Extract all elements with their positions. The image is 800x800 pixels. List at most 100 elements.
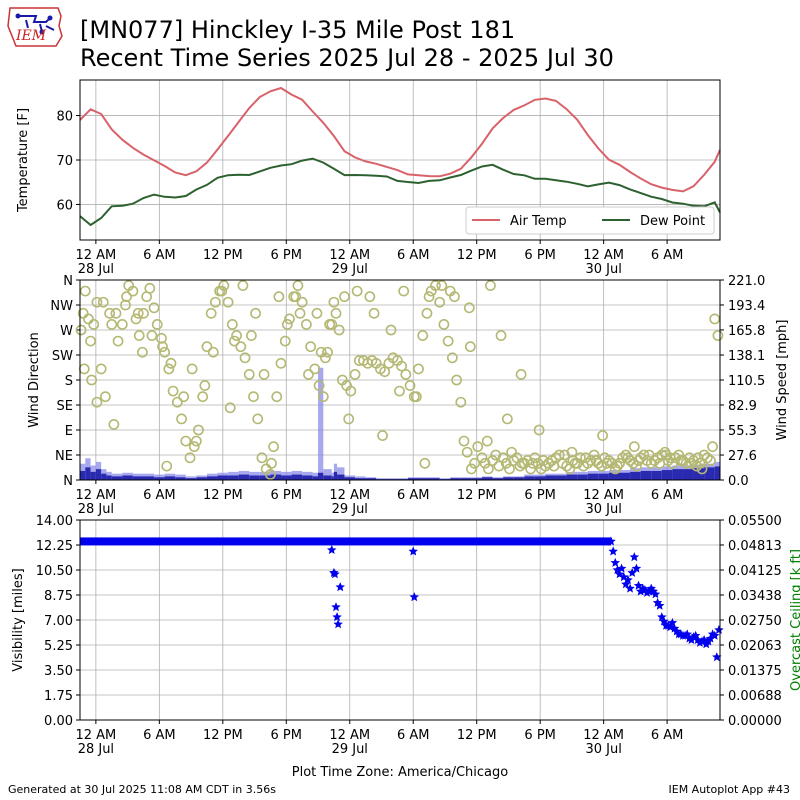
wind-direction-point: [446, 352, 458, 364]
wind-speed-bar: [640, 470, 652, 480]
wind-speed-bar: [460, 478, 472, 480]
wind-speed-bar: [365, 478, 377, 480]
wind-direction-point: [585, 455, 597, 466]
wind-direction-point: [707, 441, 718, 453]
wind-xtick-label: 30 Jul: [585, 502, 621, 517]
visibility-point: [629, 552, 640, 562]
wind-direction-point: [504, 463, 515, 475]
visibility-xtick-label: 28 Jul: [78, 742, 114, 757]
wind-direction-point: [99, 391, 111, 403]
visibility-point: [705, 633, 716, 643]
wind-speed-bar: [545, 475, 557, 480]
wind-direction-point: [188, 441, 200, 453]
temperature-xtick-label: 30 Jul: [585, 262, 621, 277]
wind-direction-point: [680, 457, 692, 469]
visibility-xtick-label: 29 Jul: [332, 742, 368, 757]
wind-direction-point: [245, 330, 257, 341]
visibility-point: [333, 619, 343, 629]
temperature-xtick-label: 12 PM: [457, 248, 497, 263]
wind-ytick-right-label: 110.5: [728, 374, 765, 389]
wind-direction-point: [455, 396, 467, 408]
wind-direction-point: [132, 307, 144, 319]
wind-direction-point: [284, 313, 295, 325]
wind-speed-bar: [318, 472, 324, 480]
wind-xtick-label: 29 Jul: [332, 502, 368, 517]
wind-direction-point: [207, 346, 219, 358]
temperature-xtick-label: 12 AM: [75, 248, 116, 263]
wind-ytick-label: N: [63, 274, 73, 289]
legend-label: Air Temp: [510, 214, 567, 229]
wind-direction-point: [569, 457, 581, 469]
wind-speed-bar: [101, 473, 107, 480]
visibility-point: [625, 583, 635, 593]
visibility-xlabel: Plot Time Zone: America/Chicago: [292, 765, 508, 780]
wind-direction-point: [580, 452, 592, 464]
iem-logo: IEM: [6, 6, 64, 50]
wind-direction-point: [482, 463, 494, 475]
wind-direction-point: [91, 396, 103, 408]
wind-direction-point: [709, 313, 721, 325]
wind-direction-point: [527, 457, 539, 469]
wind-direction-point: [351, 285, 363, 297]
wind-direction-point: [266, 457, 277, 469]
wind-ytick-right-label: 165.8: [728, 324, 765, 339]
wind-direction-point: [248, 391, 259, 403]
wind-speed-bar: [619, 472, 631, 480]
wind-direction-point: [559, 449, 570, 461]
wind-speed-bar: [259, 475, 271, 480]
visibility-ytick-right-label: 0.03438: [728, 589, 782, 604]
visibility-baseline-band: [80, 537, 612, 546]
visibility-ytick-label: 14.00: [36, 514, 73, 529]
visibility-ytick-right-label: 0.02063: [728, 639, 782, 654]
wind-speed-bar: [270, 474, 281, 480]
wind-direction-point: [377, 430, 388, 441]
wind-speed-bar: [106, 475, 112, 480]
wind-direction-point: [501, 413, 513, 425]
wind-speed-bar: [534, 476, 546, 480]
wind-speed-bar: [337, 474, 345, 480]
wind-direction-point: [163, 363, 175, 375]
wind-direction-point: [322, 346, 333, 358]
wind-direction-point: [201, 341, 213, 353]
wind-direction-point: [617, 452, 629, 464]
visibility-xtick-label: 12 AM: [583, 728, 624, 743]
wind-direction-point: [281, 319, 293, 330]
wind-direction-point: [410, 391, 422, 403]
wind-direction-point: [643, 449, 655, 461]
visibility-ytick-right-label: 0.04813: [728, 539, 782, 554]
visibility-point: [614, 569, 625, 579]
wind-speed-bar: [355, 478, 366, 480]
wind-xtick-label: 6 AM: [651, 488, 684, 503]
wind-speed-bar: [471, 478, 482, 480]
wind-direction-point: [95, 363, 107, 375]
wind-direction-point: [85, 335, 96, 347]
wind-direction-point: [148, 302, 160, 314]
temperature-panel: [76, 80, 720, 244]
wind-direction-point: [328, 296, 340, 308]
wind-direction-point: [434, 296, 446, 308]
logo-text: IEM: [16, 28, 47, 44]
wind-direction-point: [479, 457, 491, 469]
visibility-xtick-label: 6 AM: [651, 728, 684, 743]
series-line-air-temp: [79, 86, 721, 193]
wind-direction-point: [463, 302, 475, 314]
visibility-xtick-label: 6 AM: [143, 728, 176, 743]
wind-direction-point: [271, 391, 283, 403]
visibility-point: [707, 629, 718, 639]
wind-direction-point: [252, 413, 264, 425]
wind-direction-point: [250, 307, 262, 319]
wind-speed-bar: [90, 471, 96, 480]
wind-direction-point: [88, 319, 100, 330]
wind-direction-point: [696, 463, 708, 475]
wind-direction-point: [184, 452, 196, 464]
wind-direction-point: [268, 441, 279, 453]
wind-direction-point: [275, 357, 287, 369]
wind-direction-point: [698, 449, 710, 461]
visibility-ytick-right-label: 0.02750: [728, 614, 782, 629]
visibility-point: [332, 612, 342, 622]
wind-speed-bar: [587, 473, 599, 480]
wind-direction-point: [394, 385, 405, 397]
wind-direction-point: [469, 457, 480, 469]
wind-direction-point: [525, 463, 537, 475]
wind-direction-point: [317, 391, 329, 403]
